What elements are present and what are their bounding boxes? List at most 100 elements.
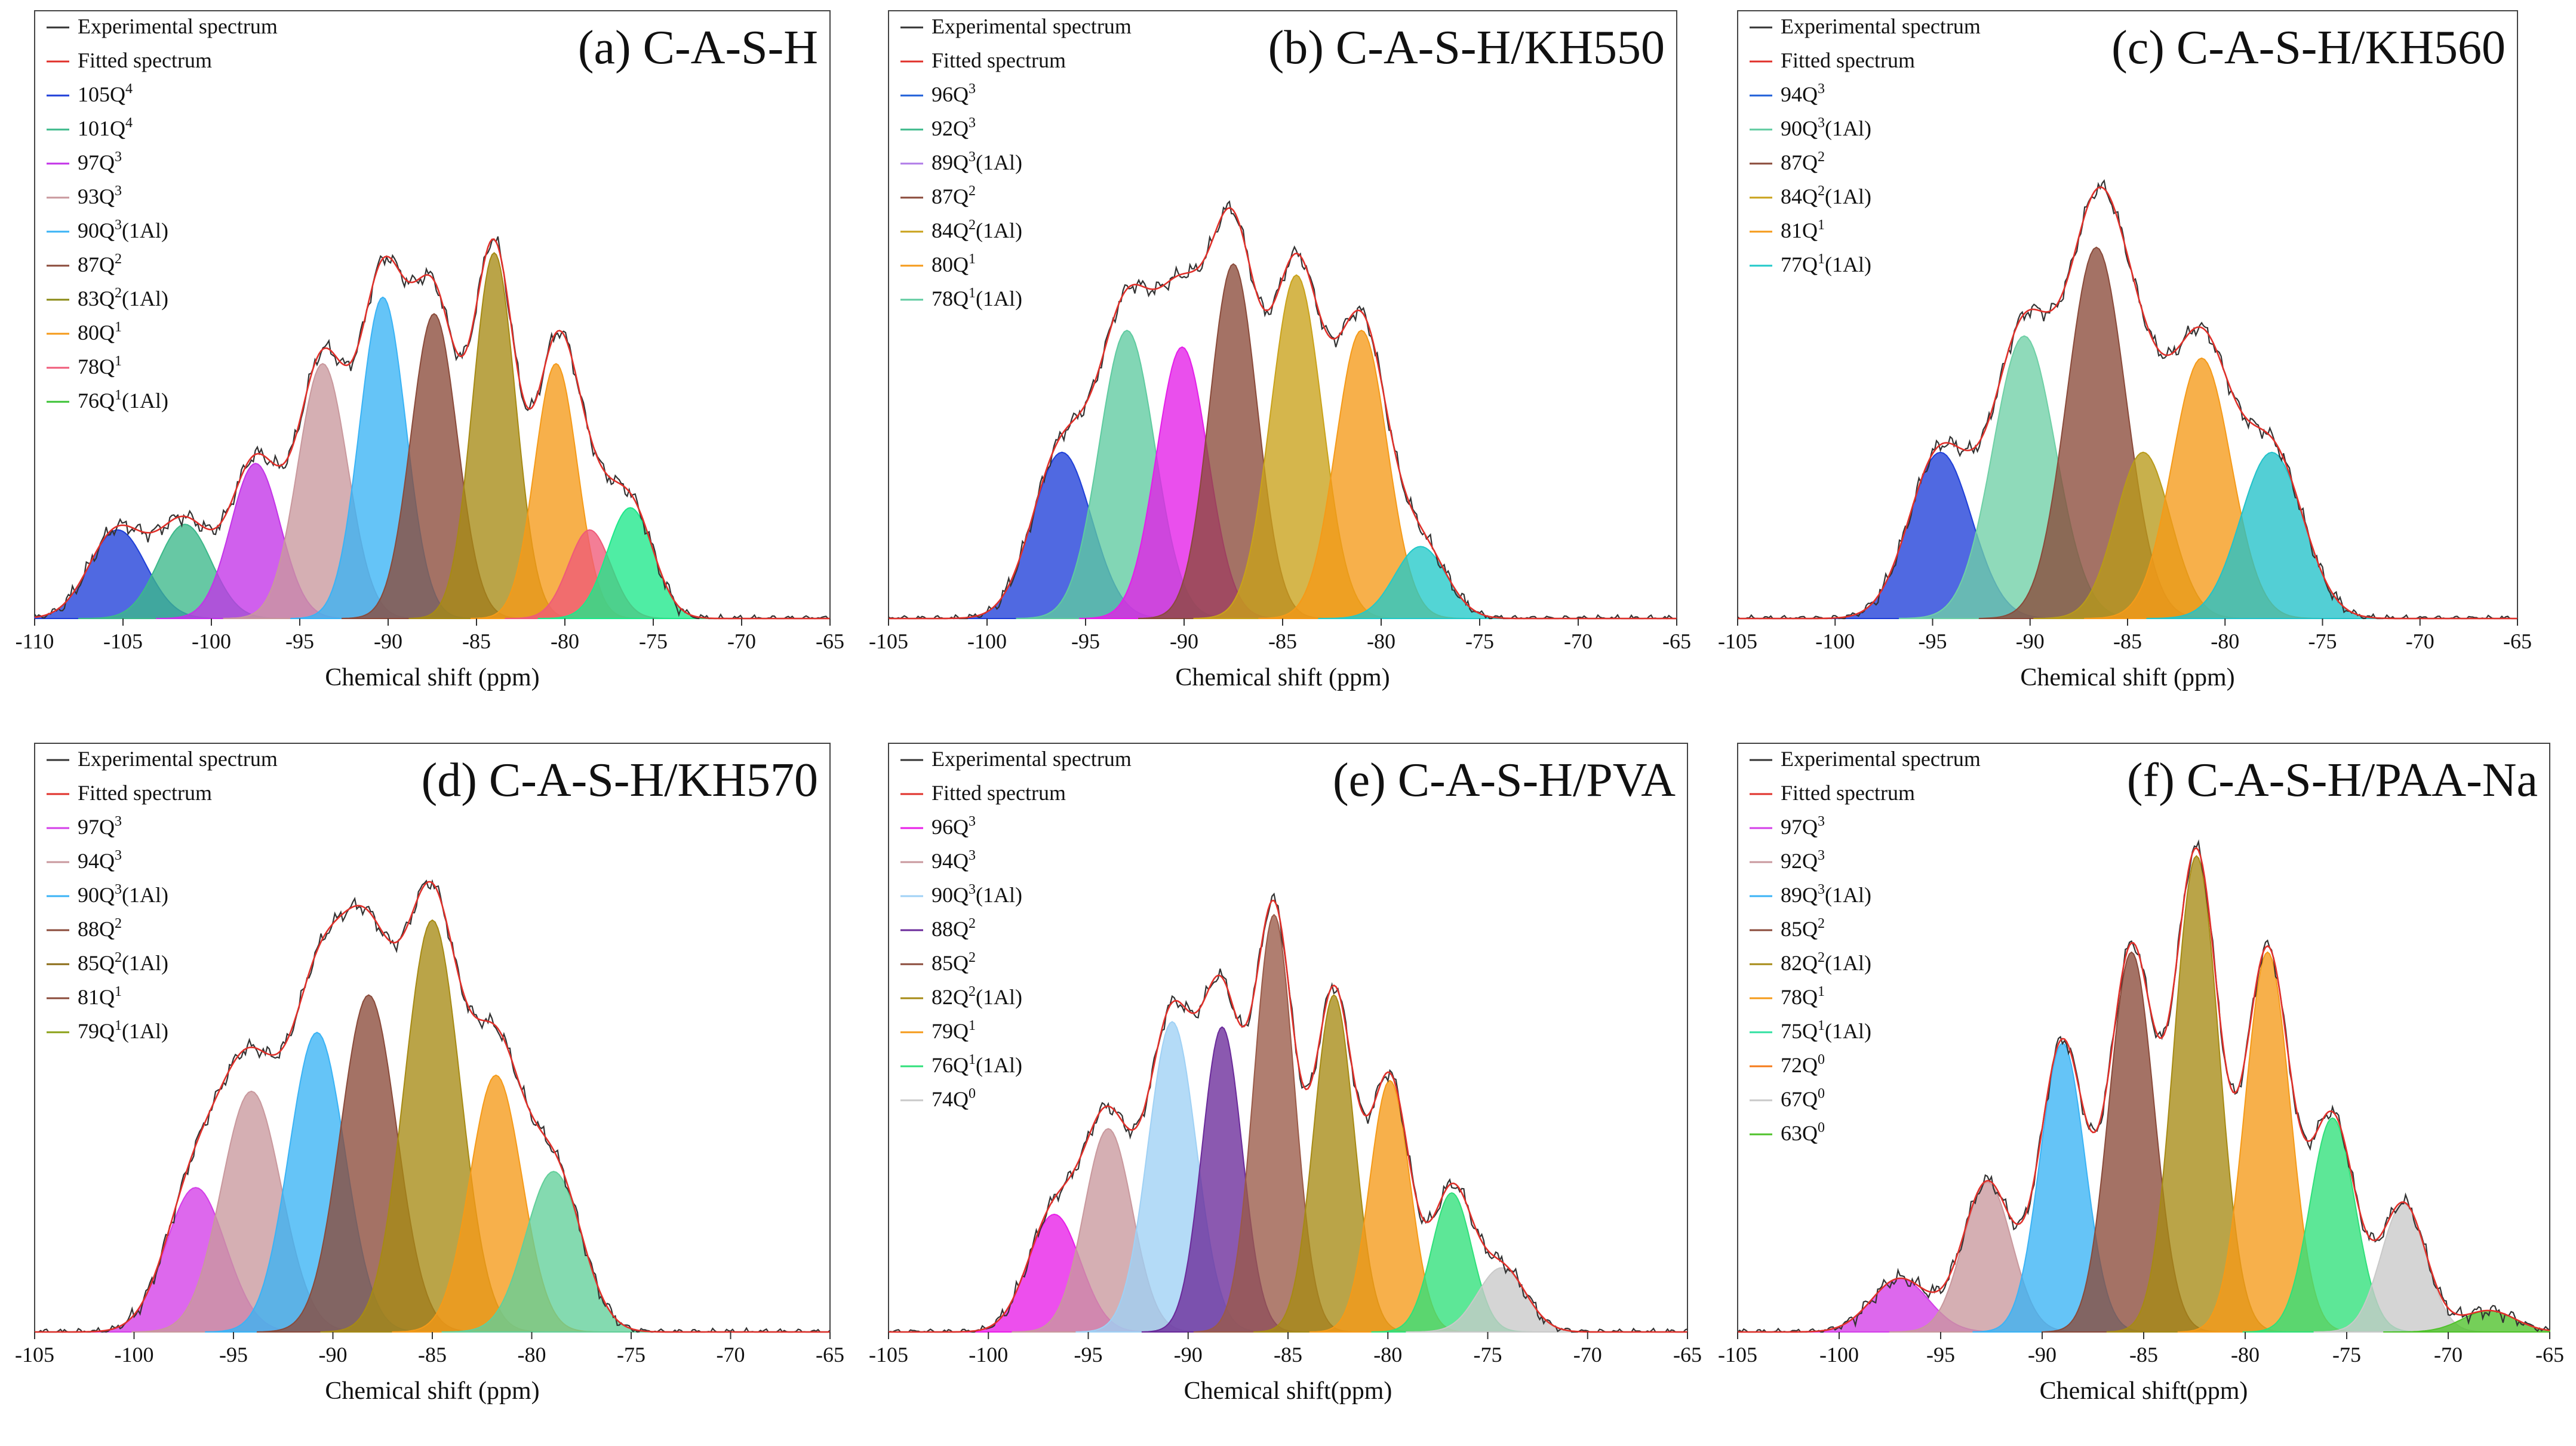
panel-title: (e) C-A-S-H/PVA [1333, 754, 1676, 807]
legend-fitted: Fitted spectrum [78, 48, 212, 72]
x-tick-label: -85 [2113, 629, 2142, 653]
legend-item: 92Q3 [1781, 848, 1825, 873]
x-tick-label: -70 [2406, 629, 2434, 653]
legend-item: 85Q2(1Al) [78, 950, 168, 975]
legend-item: 85Q2 [1781, 916, 1825, 941]
legend-fitted: Fitted spectrum [1781, 48, 1915, 72]
legend-item: 97Q3 [78, 149, 122, 174]
panel-a: -110 -105 -100 -95 -90 -85 -80 -75 -70 -65 Chemica… [16, 10, 844, 691]
experimental-spectrum-line [34, 236, 830, 620]
legend-item: 79Q1(1Al) [78, 1018, 168, 1043]
x-tick-label: -100 [969, 1343, 1008, 1367]
panel-c: -105 -100 -95 -90 -85 -80 -75 -70 -65 Chemical sh… [1718, 10, 2532, 691]
x-tick-label: -105 [15, 1343, 54, 1367]
legend-item: 77Q1(1Al) [1781, 251, 1871, 276]
legend-item: 81Q1 [1781, 217, 1825, 242]
x-tick-label: -75 [617, 1343, 645, 1367]
legend-item: 105Q4 [78, 81, 133, 106]
x-tick-label: -90 [319, 1343, 348, 1367]
x-tick-label: -100 [1819, 1343, 1859, 1367]
x-tick-label: -65 [2503, 629, 2532, 653]
x-tick-label: -100 [115, 1343, 154, 1367]
legend-item: 88Q2 [932, 916, 976, 941]
fitted-spectrum-line [1738, 186, 2517, 620]
x-tick-label: -105 [1718, 1343, 1757, 1367]
x-tick-label: -95 [1074, 1343, 1103, 1367]
x-tick-label: -90 [2016, 629, 2045, 653]
x-tick-label: -65 [816, 1343, 844, 1367]
legend-item: 75Q1(1Al) [1781, 1018, 1871, 1043]
legend-item: 76Q1(1Al) [932, 1052, 1022, 1077]
legend-experimental: Experimental spectrum [1781, 747, 1981, 771]
x-tick-label: -85 [462, 629, 491, 653]
legend-item: 97Q3 [78, 814, 122, 839]
fitted-spectrum-line [35, 881, 830, 1333]
legend-item: 81Q1 [78, 984, 122, 1009]
legend-item: 82Q2(1Al) [932, 984, 1022, 1009]
panel-e: -105 -100 -95 -90 -85 -80 -75 -70 -65 Chemical sh… [869, 743, 1702, 1405]
legend-item: 94Q3 [78, 848, 122, 873]
x-tick-label: -75 [639, 629, 668, 653]
panel-title: (b) C-A-S-H/KH550 [1268, 21, 1665, 74]
legend-fitted: Fitted spectrum [932, 48, 1066, 72]
x-tick-label: -70 [1564, 629, 1593, 653]
legend-item: 90Q3(1Al) [78, 882, 168, 907]
experimental-spectrum-line [1737, 179, 2517, 620]
x-tick-label: -100 [967, 629, 1007, 653]
legend-fitted: Fitted spectrum [932, 781, 1066, 805]
panel-title: (f) C-A-S-H/PAA-Na [2127, 754, 2538, 807]
legend-experimental: Experimental spectrum [78, 14, 278, 38]
legend-item: 84Q2(1Al) [932, 217, 1022, 242]
legend-item: 87Q2 [78, 251, 122, 276]
legend: Experimental spectrum Fitted spectrum 105Q… [47, 14, 278, 413]
x-tick-label: -70 [727, 629, 756, 653]
x-tick-label: -90 [1170, 629, 1198, 653]
x-tick-label: -95 [1926, 1343, 1955, 1367]
legend-fitted: Fitted spectrum [1781, 781, 1915, 805]
x-tick-label: -105 [869, 629, 908, 653]
x-tick-label: -85 [1268, 629, 1297, 653]
x-tick-label: -75 [1474, 1343, 1502, 1367]
legend: Experimental spectrum Fitted spectrum 96Q3… [900, 14, 1132, 310]
x-tick-label: -80 [551, 629, 579, 653]
legend-item: 63Q0 [1781, 1120, 1825, 1145]
legend-item: 97Q3 [1781, 814, 1825, 839]
x-tick-label: -80 [2231, 1343, 2260, 1367]
x-tick-label: -100 [1815, 629, 1855, 653]
legend-item: 87Q2 [932, 183, 976, 208]
x-tick-label: -75 [2308, 629, 2337, 653]
experimental-spectrum-line [1737, 839, 2550, 1333]
x-tick-label: -85 [1274, 1343, 1302, 1367]
x-tick-label: -105 [1718, 629, 1757, 653]
x-tick-label: -75 [2332, 1343, 2361, 1367]
fitted-spectrum-line [889, 900, 1687, 1333]
x-tick-label: -105 [103, 629, 143, 653]
legend-item: 78Q1 [78, 353, 122, 379]
legend-fitted: Fitted spectrum [78, 781, 212, 805]
x-tick-label: -95 [219, 1343, 248, 1367]
fitted-spectrum-line [34, 238, 830, 620]
legend-item: 84Q2(1Al) [1781, 183, 1871, 208]
legend-item: 82Q2(1Al) [1781, 950, 1871, 975]
legend-item: 96Q3 [932, 81, 976, 106]
legend-item: 89Q3(1Al) [932, 149, 1022, 174]
panel-title: (d) C-A-S-H/KH570 [422, 754, 818, 807]
legend-item: 74Q0 [932, 1086, 976, 1111]
panel-d: -105 -100 -95 -90 -85 -80 -75 -70 -65 Chemical sh… [15, 743, 844, 1405]
legend: Experimental spectrum Fitted spectrum 97Q3… [47, 747, 278, 1043]
x-tick-label: -110 [16, 629, 54, 653]
legend-experimental: Experimental spectrum [78, 747, 278, 771]
x-tick-label: -65 [1673, 1343, 1702, 1367]
legend-item: 90Q3(1Al) [1781, 115, 1871, 140]
x-tick-label: -65 [816, 629, 844, 653]
fitted-spectrum-line [1738, 847, 2550, 1333]
fitted-spectrum-line [889, 207, 1677, 620]
panel-b: -105 -100 -95 -90 -85 -80 -75 -70 -65 Chemical sh… [869, 10, 1691, 691]
legend-experimental: Experimental spectrum [932, 14, 1132, 38]
legend-experimental: Experimental spectrum [1781, 14, 1981, 38]
legend-item: 76Q1(1Al) [78, 387, 168, 413]
x-tick-label: -70 [717, 1343, 745, 1367]
legend: Experimental spectrum Fitted spectrum 97Q3… [1750, 747, 1981, 1145]
legend-item: 101Q4 [78, 115, 133, 140]
